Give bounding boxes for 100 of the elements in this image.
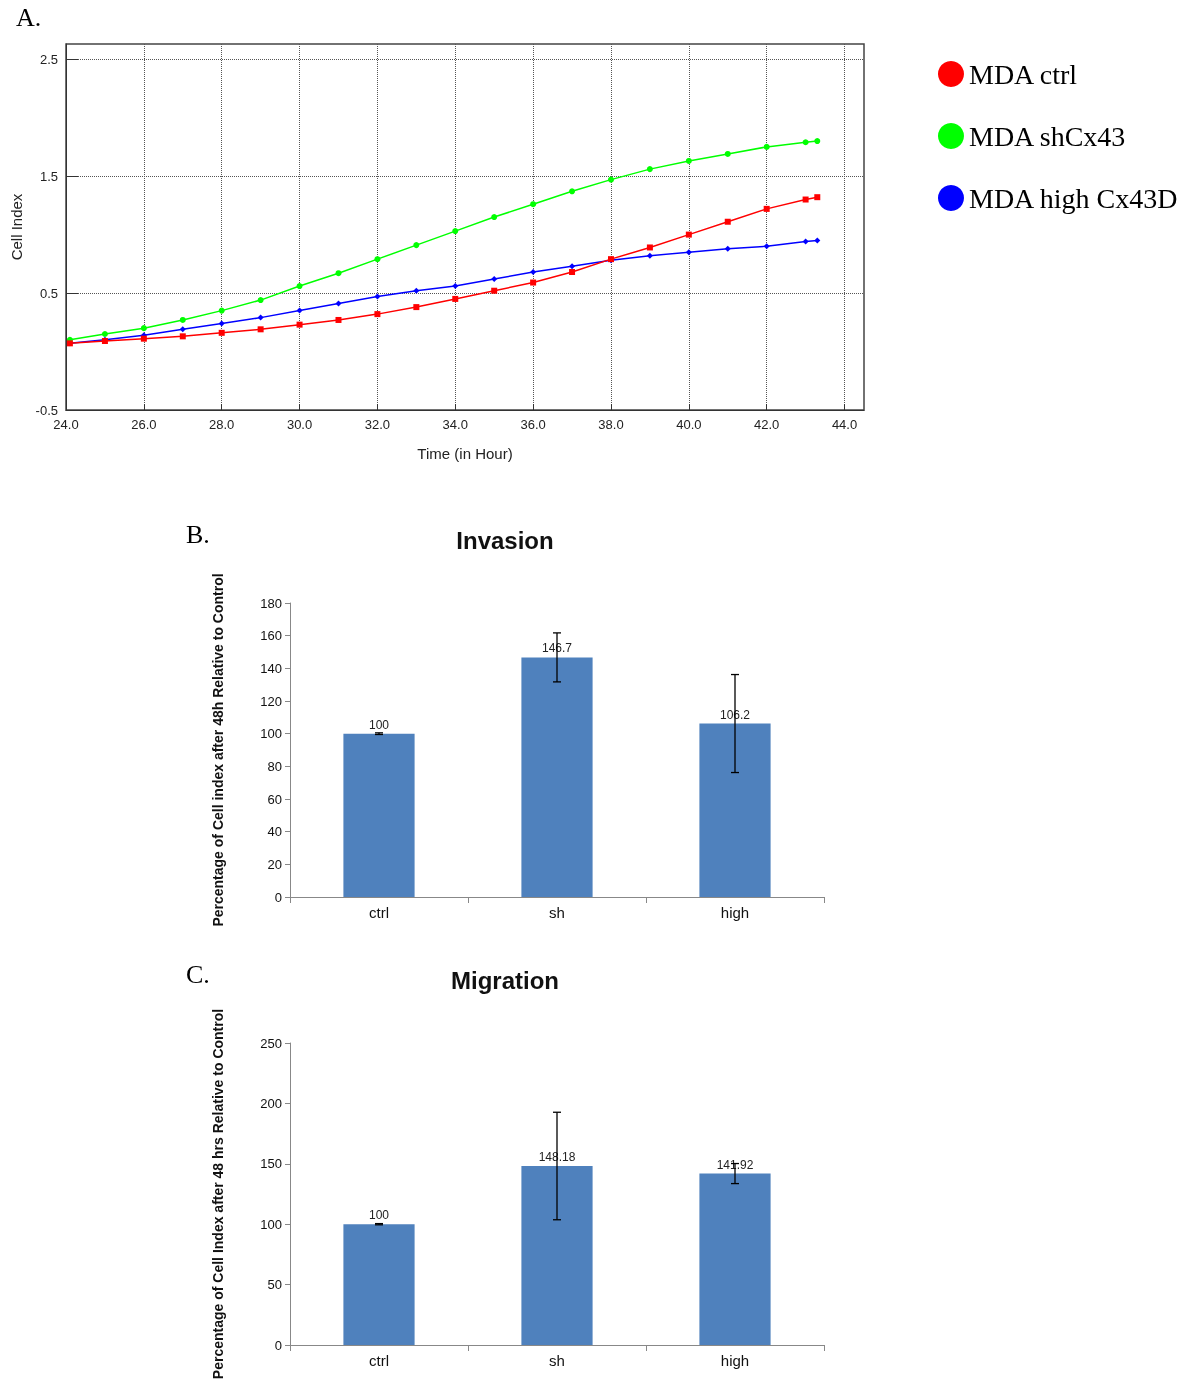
point	[374, 311, 381, 318]
point	[646, 252, 653, 259]
point	[218, 307, 225, 314]
point	[413, 287, 420, 294]
data-label: 100	[368, 1208, 390, 1223]
y-tick-label: 0.5	[39, 285, 58, 301]
point	[763, 243, 770, 250]
x-tick-label: 30.0	[286, 417, 313, 432]
point	[569, 269, 576, 276]
point	[491, 276, 498, 283]
point	[257, 297, 264, 304]
data-label: 100	[368, 717, 390, 732]
point	[296, 321, 303, 328]
point	[296, 283, 303, 290]
point	[491, 287, 498, 294]
point	[257, 314, 264, 321]
y-tick-label: 160	[260, 628, 282, 644]
data-label: 141.92	[716, 1157, 754, 1172]
x-tick-label: high	[720, 904, 750, 921]
x-tick-label: ctrl	[369, 904, 389, 921]
point	[179, 333, 186, 340]
x-tick-label: 36.0	[520, 417, 546, 432]
point	[646, 244, 653, 251]
y-tick-label: 200	[260, 1095, 282, 1111]
point	[814, 138, 821, 145]
y-tick-label: 100	[260, 726, 282, 742]
x-tick-label: 44.0	[831, 417, 858, 432]
point	[802, 196, 809, 203]
point	[724, 245, 731, 252]
bar	[521, 657, 593, 897]
chart-title: Migration	[451, 966, 559, 994]
point	[179, 316, 186, 323]
point	[218, 320, 225, 327]
point	[530, 269, 537, 276]
x-tick-label: sh	[549, 1352, 565, 1369]
legend-label: MDA high Cx43D	[968, 182, 1178, 214]
point	[335, 270, 342, 277]
x-tick-label: 40.0	[676, 417, 702, 432]
x-tick-label: 26.0	[131, 417, 157, 432]
point	[374, 256, 381, 263]
point	[296, 307, 303, 314]
y-axis-title: Cell Index	[8, 193, 25, 261]
x-tick-label: 28.0	[209, 417, 235, 432]
y-tick-label: 140	[260, 660, 282, 676]
point	[569, 263, 576, 270]
point	[413, 304, 420, 311]
point	[724, 150, 731, 157]
x-axis-title: Time (in Hour)	[417, 445, 513, 462]
bar	[343, 733, 415, 897]
legend-label: MDA shCx43	[968, 120, 1126, 152]
point	[685, 157, 692, 164]
y-tick-label: 0	[274, 1337, 282, 1353]
y-axis-title: Percentage of Cell index after 48h Relative to Control	[210, 573, 226, 927]
point	[763, 205, 770, 212]
text: A.	[16, 2, 42, 32]
bar	[699, 1173, 771, 1345]
x-tick-label: 34.0	[442, 417, 468, 432]
point	[607, 176, 614, 183]
point	[179, 326, 186, 333]
point	[802, 139, 809, 146]
bar	[699, 723, 771, 897]
text: C.	[186, 959, 210, 989]
y-tick-label: 80	[267, 758, 282, 774]
x-tick-label: high	[720, 1352, 750, 1369]
legend-label: MDA ctrl	[968, 58, 1078, 90]
y-tick-label: 60	[267, 791, 282, 807]
point	[374, 293, 381, 300]
point	[257, 326, 264, 333]
y-tick-label: 1.5	[39, 168, 58, 184]
y-tick-label: 20	[267, 856, 282, 872]
x-tick-label: ctrl	[369, 1352, 389, 1369]
y-tick-label: 40	[267, 824, 282, 840]
y-tick-label: -0.5	[35, 402, 58, 418]
point	[335, 300, 342, 307]
y-axis-title: Percentage of Cell Index after 48 hrs Relative to Control	[210, 1008, 226, 1380]
bar	[343, 1224, 415, 1345]
x-tick-label: 42.0	[754, 417, 780, 432]
point	[802, 238, 809, 245]
point	[724, 218, 731, 225]
bar	[521, 1166, 593, 1345]
point	[413, 242, 420, 249]
y-tick-label: 180	[260, 595, 282, 611]
point	[452, 228, 459, 235]
point	[814, 194, 821, 201]
point	[452, 295, 459, 302]
text: B.	[186, 519, 210, 549]
chart-title: Invasion	[456, 526, 554, 554]
x-tick-label: 38.0	[598, 417, 624, 432]
point	[685, 231, 692, 238]
point	[530, 201, 537, 208]
point	[218, 329, 225, 336]
x-tick-label: 24.0	[53, 417, 79, 432]
point	[763, 143, 770, 150]
x-tick-label: sh	[549, 904, 565, 921]
point	[646, 166, 653, 173]
y-tick-label: 0	[274, 889, 282, 905]
point	[101, 330, 108, 337]
point	[569, 188, 576, 195]
y-tick-label: 250	[260, 1035, 282, 1051]
point	[335, 316, 342, 323]
